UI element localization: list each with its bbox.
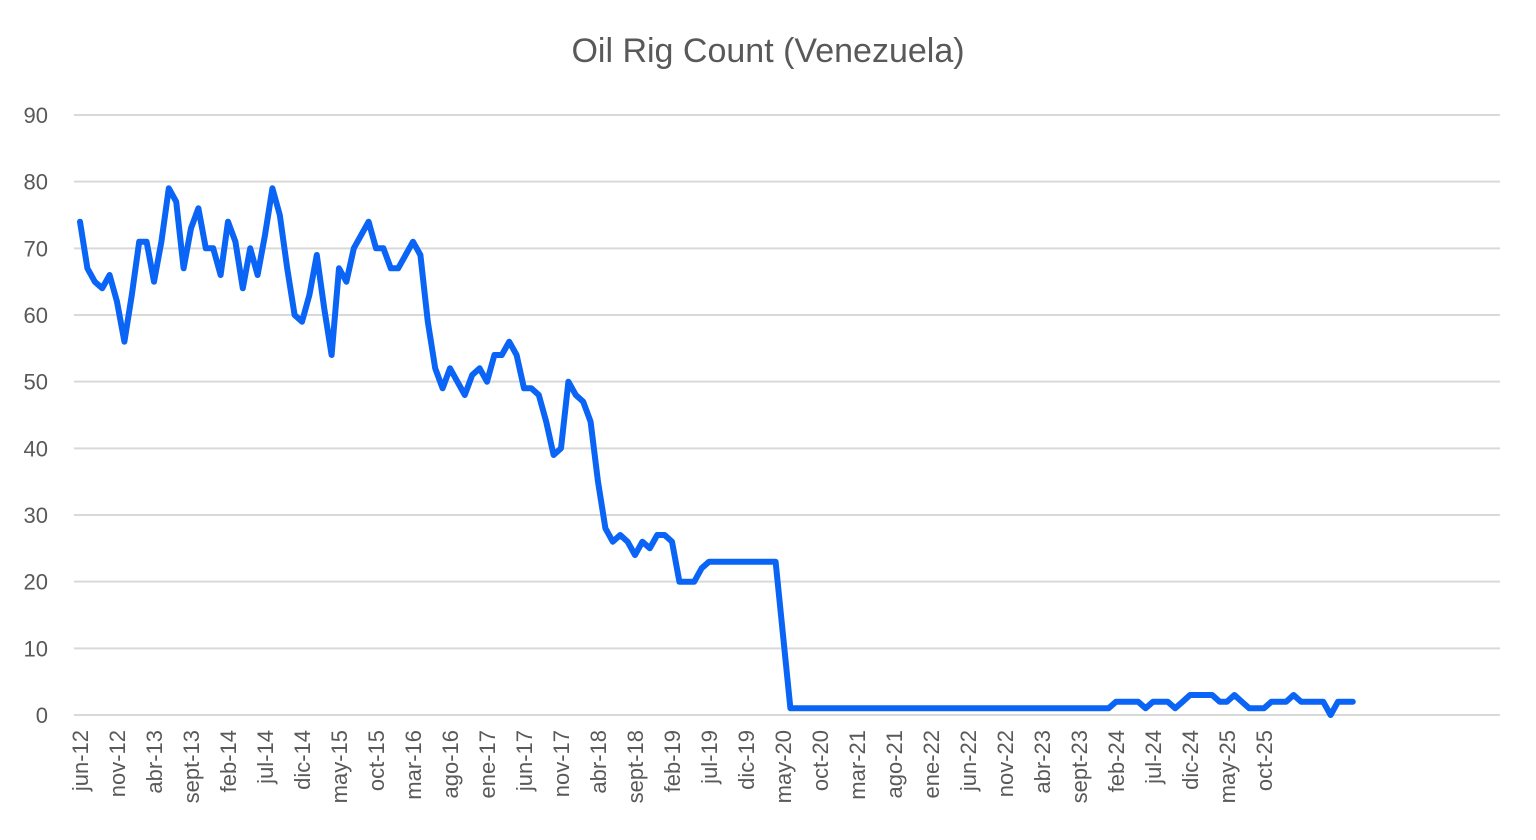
x-tick-label: dic-24 [1178, 730, 1203, 790]
x-axis-ticks: jun-12 nov-12 abr-13 sept-13 feb-14 jul-14 dic… [68, 730, 1277, 803]
gridlines [74, 114, 1500, 716]
x-tick-label: oct-20 [808, 730, 833, 791]
x-tick-label: jun-17 [512, 730, 537, 792]
y-tick-label: 20 [24, 570, 48, 595]
x-tick-label: ago-21 [882, 730, 907, 799]
x-tick-label: jul-19 [697, 730, 722, 785]
x-tick-label: jun-12 [68, 730, 93, 792]
x-tick-label: oct-15 [364, 730, 389, 791]
x-tick-label: feb-24 [1104, 730, 1129, 792]
x-tick-label: dic-19 [734, 730, 759, 790]
x-tick-label: dic-14 [290, 730, 315, 790]
x-tick-label: may-15 [327, 730, 352, 803]
y-tick-label: 40 [24, 436, 48, 461]
y-tick-label: 10 [24, 636, 48, 661]
x-tick-label: jul-14 [253, 730, 278, 785]
x-tick-label: nov-17 [549, 730, 574, 797]
y-axis-ticks: 0 10 20 30 40 50 60 70 80 90 [24, 103, 48, 728]
x-tick-label: ene-22 [919, 730, 944, 799]
x-tick-label: may-25 [1215, 730, 1240, 803]
x-tick-label: abr-13 [142, 730, 167, 794]
x-tick-label: sept-23 [1067, 730, 1092, 803]
x-tick-label: jul-24 [1141, 730, 1166, 785]
y-tick-label: 90 [24, 103, 48, 128]
y-tick-label: 60 [24, 303, 48, 328]
x-tick-label: may-20 [771, 730, 796, 803]
x-tick-label: nov-12 [105, 730, 130, 797]
y-tick-label: 30 [24, 503, 48, 528]
x-tick-label: ago-16 [438, 730, 463, 799]
x-tick-label: mar-21 [845, 730, 870, 800]
x-tick-label: ene-17 [475, 730, 500, 799]
x-tick-label: jun-22 [956, 730, 981, 792]
x-tick-label: feb-19 [660, 730, 685, 792]
x-tick-label: abr-23 [1030, 730, 1055, 794]
series-layer [77, 185, 1356, 718]
y-tick-label: 70 [24, 236, 48, 261]
y-tick-label: 0 [36, 703, 48, 728]
x-tick-label: oct-25 [1252, 730, 1277, 791]
x-tick-label: abr-18 [586, 730, 611, 794]
x-tick-label: sept-13 [179, 730, 204, 803]
x-tick-label: sept-18 [623, 730, 648, 803]
x-tick-label: feb-14 [216, 730, 241, 792]
x-tick-label: mar-16 [401, 730, 426, 800]
y-tick-label: 80 [24, 170, 48, 195]
x-tick-label: nov-22 [993, 730, 1018, 797]
y-tick-label: 50 [24, 370, 48, 395]
series-line [77, 185, 1356, 718]
chart-title: Oil Rig Count (Venezuela) [571, 32, 964, 70]
